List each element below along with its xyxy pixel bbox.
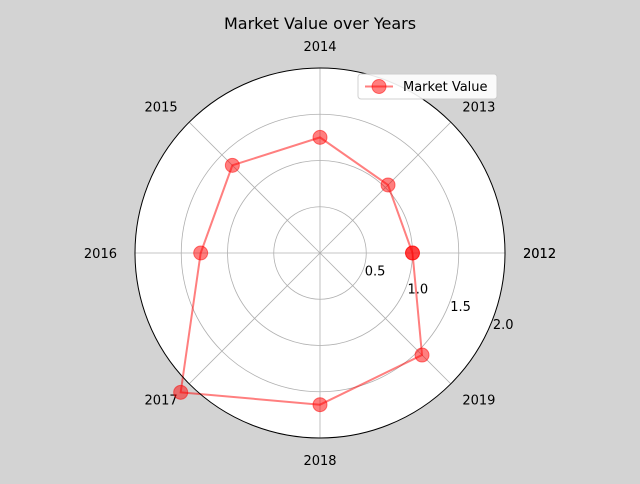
data-point bbox=[312, 129, 328, 145]
polar-axes-outline bbox=[134, 67, 506, 439]
data-point bbox=[405, 245, 420, 261]
data-point bbox=[224, 157, 240, 173]
grid-spoke bbox=[188, 121, 321, 254]
angular-tick-label: 2012 bbox=[523, 247, 556, 262]
angular-tick-label: 2016 bbox=[84, 247, 117, 262]
data-point bbox=[414, 347, 430, 363]
data-point bbox=[380, 177, 396, 193]
angular-tick-label: 2012 bbox=[523, 247, 556, 262]
radial-tick-label: 2.0 bbox=[493, 318, 514, 333]
chart-title: Market Value over Years bbox=[224, 14, 416, 33]
angular-tick-label: 2014 bbox=[303, 40, 336, 55]
legend-label: Market Value bbox=[403, 80, 488, 95]
angular-tick-label: 2013 bbox=[462, 101, 495, 116]
angular-tick-label: 2017 bbox=[145, 393, 178, 408]
legend-box bbox=[357, 73, 498, 100]
data-point bbox=[173, 384, 189, 400]
series-layer bbox=[173, 129, 430, 413]
data-point bbox=[193, 245, 209, 261]
angular-tick-label: 2019 bbox=[462, 393, 495, 408]
grid-spoke bbox=[319, 252, 452, 385]
radial-tick-label: 1.0 bbox=[407, 282, 428, 297]
radial-tick-labels: 0.5 1.0 1.5 2.0 bbox=[365, 265, 514, 333]
radial-tick-label: 0.5 bbox=[365, 265, 386, 280]
grid-spoke bbox=[188, 252, 321, 385]
legend: Market Value bbox=[357, 73, 498, 100]
radial-tick-label: 1.5 bbox=[450, 300, 471, 315]
polar-grid bbox=[135, 68, 505, 438]
data-point bbox=[312, 397, 328, 413]
angular-tick-label: 2015 bbox=[145, 101, 178, 116]
angular-tick-label: 2018 bbox=[303, 454, 336, 469]
legend-marker bbox=[371, 79, 387, 94]
